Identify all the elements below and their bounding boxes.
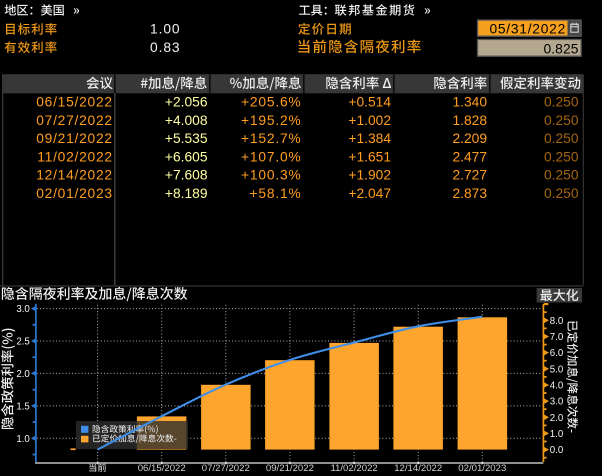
svg-text:1.5: 1.5 (16, 401, 29, 412)
svg-text:1.0: 1.0 (550, 429, 564, 440)
svg-text:1.0: 1.0 (16, 434, 30, 445)
svg-text:0.250: 0.250 (544, 186, 579, 201)
svg-text:07/27/2022: 07/27/2022 (202, 463, 250, 474)
svg-text:+0.514: +0.514 (348, 95, 391, 110)
svg-text:11/02/2022: 11/02/2022 (330, 463, 377, 474)
svg-text:2.209: 2.209 (452, 131, 487, 146)
svg-text:3.0: 3.0 (550, 397, 564, 408)
svg-text:02/01/2023: 02/01/2023 (458, 463, 506, 474)
svg-text:2.727: 2.727 (452, 168, 487, 183)
svg-text:05/31/2022: 05/31/2022 (489, 21, 566, 36)
svg-text:+100.3%: +100.3% (241, 168, 301, 183)
svg-text:12/14/2022: 12/14/2022 (36, 168, 113, 183)
svg-text:2.873: 2.873 (452, 186, 487, 201)
svg-text:06/15/2022: 06/15/2022 (36, 95, 113, 110)
svg-text:09/21/2022: 09/21/2022 (266, 463, 314, 474)
svg-text:0.250: 0.250 (544, 149, 579, 164)
svg-text:7.0: 7.0 (550, 332, 564, 343)
svg-text:0.250: 0.250 (544, 131, 579, 146)
svg-text:12/14/2022: 12/14/2022 (394, 463, 442, 474)
svg-text:+1.002: +1.002 (348, 113, 391, 128)
svg-text:+1.902: +1.902 (348, 168, 391, 183)
svg-text:+152.7%: +152.7% (241, 131, 301, 146)
svg-text:+205.6%: +205.6% (241, 95, 301, 110)
svg-text:5.0: 5.0 (550, 364, 564, 375)
svg-text:+1.651: +1.651 (348, 149, 391, 164)
svg-text:09/21/2022: 09/21/2022 (36, 131, 113, 146)
svg-text:1.00: 1.00 (150, 22, 180, 37)
svg-text:2.0: 2.0 (550, 413, 564, 424)
svg-text:+8.189: +8.189 (165, 186, 208, 201)
svg-text:02/01/2023: 02/01/2023 (36, 186, 113, 201)
svg-text:+107.0%: +107.0% (241, 149, 301, 164)
svg-text:3.0: 3.0 (16, 304, 30, 315)
svg-text:8.0: 8.0 (550, 316, 564, 327)
svg-text:+2.056: +2.056 (165, 95, 208, 110)
svg-text:11/02/2022: 11/02/2022 (37, 149, 113, 164)
svg-text:2.477: 2.477 (452, 149, 487, 164)
svg-text:+7.608: +7.608 (165, 168, 208, 183)
svg-text:07/27/2022: 07/27/2022 (36, 113, 113, 128)
svg-text:+1.384: +1.384 (348, 131, 391, 146)
svg-text:+5.535: +5.535 (165, 131, 208, 146)
svg-text:1.828: 1.828 (452, 113, 487, 128)
svg-text:0.0: 0.0 (550, 445, 564, 456)
svg-text:0.825: 0.825 (543, 42, 578, 57)
svg-text:4.0: 4.0 (550, 380, 564, 391)
svg-text:6.0: 6.0 (550, 348, 564, 359)
svg-text:0.250: 0.250 (544, 95, 579, 110)
svg-text:+6.605: +6.605 (165, 149, 208, 164)
svg-text:+58.1%: +58.1% (250, 186, 302, 201)
svg-text:2.0: 2.0 (16, 369, 30, 380)
svg-text:1.340: 1.340 (452, 95, 487, 110)
svg-text:0.250: 0.250 (544, 168, 579, 183)
svg-text:0.83: 0.83 (150, 40, 180, 55)
svg-text:+4.008: +4.008 (165, 113, 208, 128)
svg-text:06/15/2022: 06/15/2022 (138, 463, 186, 474)
svg-text:+2.047: +2.047 (348, 186, 391, 201)
svg-text:0.250: 0.250 (544, 113, 579, 128)
svg-text:+195.2%: +195.2% (241, 113, 301, 128)
svg-text:2.5: 2.5 (16, 337, 29, 348)
